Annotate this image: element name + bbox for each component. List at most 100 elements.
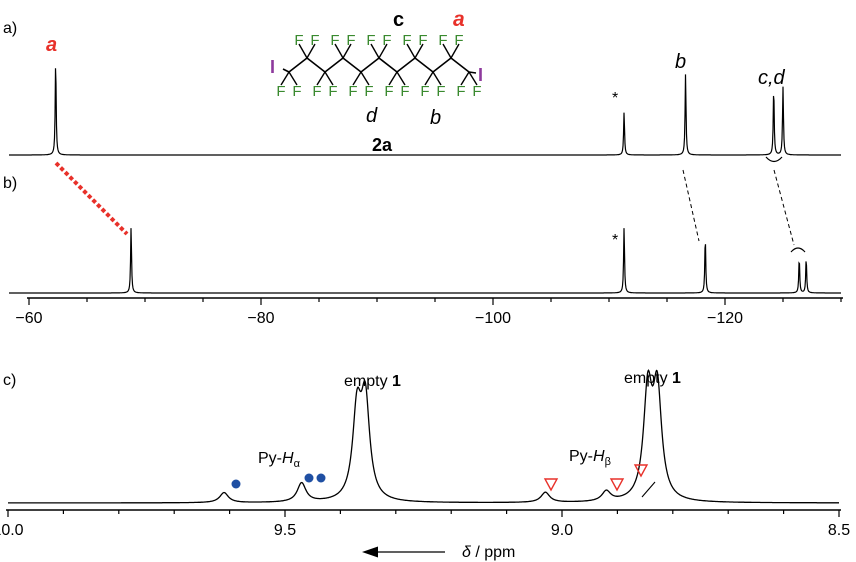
fluorine-atom: F xyxy=(472,83,481,100)
fluorine-atom: F xyxy=(436,83,445,100)
cf-bond xyxy=(288,71,298,86)
alpha-marker-2 xyxy=(304,473,314,483)
x-axis-19f: −60 −80 −100 −120 xyxy=(15,297,843,327)
molecule-2a: F FF FF FF FF FF FF FF FF FF FF F I I c a d b 2a xyxy=(270,8,483,155)
fluorine-atom: F xyxy=(348,83,357,100)
label-py-halpha-prefix: Py- xyxy=(258,450,282,467)
label-py-hbeta-h: H xyxy=(593,448,605,465)
fluorine-atom: F xyxy=(276,83,285,100)
fluorine-atom: F xyxy=(400,83,409,100)
label-empty1-right: empty 1 xyxy=(624,370,681,387)
label-py-halpha-h: H xyxy=(282,450,294,467)
x-axis-title: δ / ppm xyxy=(462,544,515,561)
spectrum-trace-c xyxy=(8,369,839,504)
fluorine-atom: F xyxy=(384,83,393,100)
fluorine-atom: F xyxy=(328,83,337,100)
fluorine-atoms: F FF FF FF FF FF FF FF FF FF FF F xyxy=(276,32,481,100)
label-py-hbeta: Py-Hβ xyxy=(569,448,611,468)
cf-bond xyxy=(414,43,424,59)
structure-label-b: b xyxy=(430,107,441,129)
bracket-cd-a xyxy=(765,156,783,163)
cf-bond xyxy=(378,43,388,59)
label-empty1-right-num: 1 xyxy=(672,370,681,387)
compound-label: 2a xyxy=(372,135,393,155)
beta-marker-1 xyxy=(543,478,559,492)
cf-bond xyxy=(324,71,334,86)
shift-correlation-b xyxy=(682,169,700,242)
direction-arrow-head xyxy=(362,546,378,558)
fluorine-atom: F xyxy=(418,32,427,49)
peak-label-a-a: a xyxy=(46,34,57,56)
peak-star-b: * xyxy=(612,232,618,249)
fluorine-atom: F xyxy=(438,32,447,49)
cf-bond xyxy=(298,43,308,59)
fluorine-atom: F xyxy=(366,32,375,49)
panel-label-c: c) xyxy=(3,372,16,389)
label-empty1-left: empty 1 xyxy=(344,373,401,390)
fluorine-atom: F xyxy=(310,32,319,49)
cf-bond xyxy=(442,43,452,59)
tick-label: −80 xyxy=(247,310,274,327)
shift-correlation-cd xyxy=(773,169,795,246)
fluorine-atom: F xyxy=(420,83,429,100)
label-py-halpha-sub: α xyxy=(294,458,301,470)
cf-bond xyxy=(280,71,290,86)
label-empty1-left-text: empty xyxy=(344,373,392,390)
x-axis-title-unit: / ppm xyxy=(471,544,515,561)
tick-label: 8.5 xyxy=(828,522,850,539)
beta-pointer-line xyxy=(641,481,656,498)
structure-label-d: d xyxy=(366,105,378,127)
fluorine-atom: F xyxy=(364,83,373,100)
structure-label-c: c xyxy=(393,9,404,31)
carbon-chain xyxy=(288,56,470,74)
label-py-halpha: Py-Hα xyxy=(258,450,301,470)
cf-bond xyxy=(334,43,344,59)
cf-bond xyxy=(360,71,370,86)
fluorine-atom: F xyxy=(312,83,321,100)
bond-c-i-left xyxy=(282,68,290,73)
label-empty1-right-text: empty xyxy=(624,370,672,387)
fluorine-atom: F xyxy=(346,32,355,49)
tick-label: 9.0 xyxy=(551,522,573,539)
peak-label-a-cd: c,d xyxy=(758,67,786,89)
fluorine-atom: F xyxy=(454,32,463,49)
cf-bond xyxy=(406,43,416,59)
bracket-cd-b xyxy=(790,247,806,253)
tick-label: −60 xyxy=(15,310,42,327)
spectrum-trace-a xyxy=(9,68,841,156)
iodine-atom-left: I xyxy=(270,57,275,77)
cf-bonds xyxy=(280,43,478,86)
cf-bond xyxy=(352,71,362,86)
peak-star-a: * xyxy=(612,90,618,107)
cf-bond xyxy=(460,71,470,86)
panel-label-a: a) xyxy=(3,20,17,37)
cf-bond xyxy=(468,71,478,86)
bond-c-i-right xyxy=(468,71,477,74)
tick-label: −100 xyxy=(475,310,511,327)
x-axis-1h: 10.0 9.5 9.0 8.5 xyxy=(0,509,850,539)
fluorine-atom: F xyxy=(292,83,301,100)
panel-label-b: b) xyxy=(3,175,17,192)
fluorine-atom: F xyxy=(294,32,303,49)
beta-marker-2 xyxy=(609,478,625,492)
cf-bond xyxy=(424,71,434,86)
iodine-atom-right: I xyxy=(478,65,483,85)
beta-marker-3 xyxy=(633,464,649,478)
cf-bond xyxy=(388,71,398,86)
tick-label: −120 xyxy=(707,310,743,327)
label-py-hbeta-prefix: Py- xyxy=(569,448,593,465)
shift-correlation-a xyxy=(54,161,129,236)
tick-label: 10.0 xyxy=(0,522,24,539)
cf-bond xyxy=(396,71,406,86)
alpha-marker-3 xyxy=(316,473,326,483)
cf-bond xyxy=(316,71,326,86)
fluorine-atom: F xyxy=(330,32,339,49)
fluorine-atom: F xyxy=(456,83,465,100)
tick-label: 9.5 xyxy=(274,522,296,539)
cf-bond xyxy=(370,43,380,59)
fluorine-atom: F xyxy=(402,32,411,49)
cf-bond xyxy=(432,71,442,86)
label-empty1-left-num: 1 xyxy=(392,373,401,390)
x-axis-title-symbol: δ xyxy=(462,544,472,561)
